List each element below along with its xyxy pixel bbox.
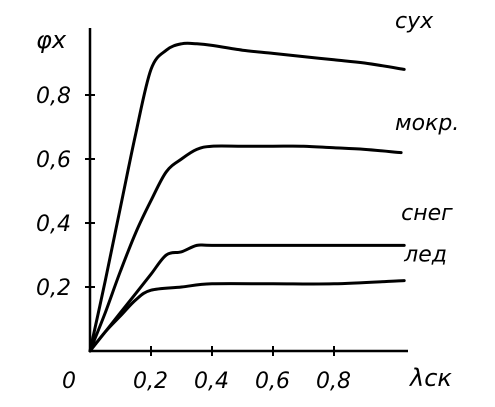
series-label: сух <box>395 9 434 34</box>
y-tick-label: 0,8 <box>36 84 71 109</box>
ticks: 0,2 0,4 0,6 0,8 0,2 0,4 0,6 0,8 <box>36 84 351 394</box>
curves: сух мокр. снег лед <box>88 9 459 353</box>
x-tick-label: 0,6 <box>255 369 290 394</box>
y-axis-label: φх <box>36 26 67 54</box>
series-label: лед <box>403 242 447 267</box>
x-tick-label: 0,8 <box>316 369 351 394</box>
series-line <box>88 243 406 353</box>
y-tick-label: 0,6 <box>36 148 71 173</box>
series-label: мокр. <box>395 111 459 136</box>
series-line <box>88 41 406 353</box>
axes <box>88 28 408 353</box>
series-line <box>88 279 406 353</box>
x-tick-label: 0,2 <box>133 369 168 394</box>
origin-label: 0 <box>62 369 76 394</box>
y-tick-label: 0,4 <box>36 212 71 237</box>
y-tick-label: 0,2 <box>36 276 71 301</box>
series-line <box>88 144 403 353</box>
series-label: снег <box>401 201 453 226</box>
x-tick-label: 0,4 <box>194 369 229 394</box>
x-axis-label: λск <box>408 364 452 392</box>
